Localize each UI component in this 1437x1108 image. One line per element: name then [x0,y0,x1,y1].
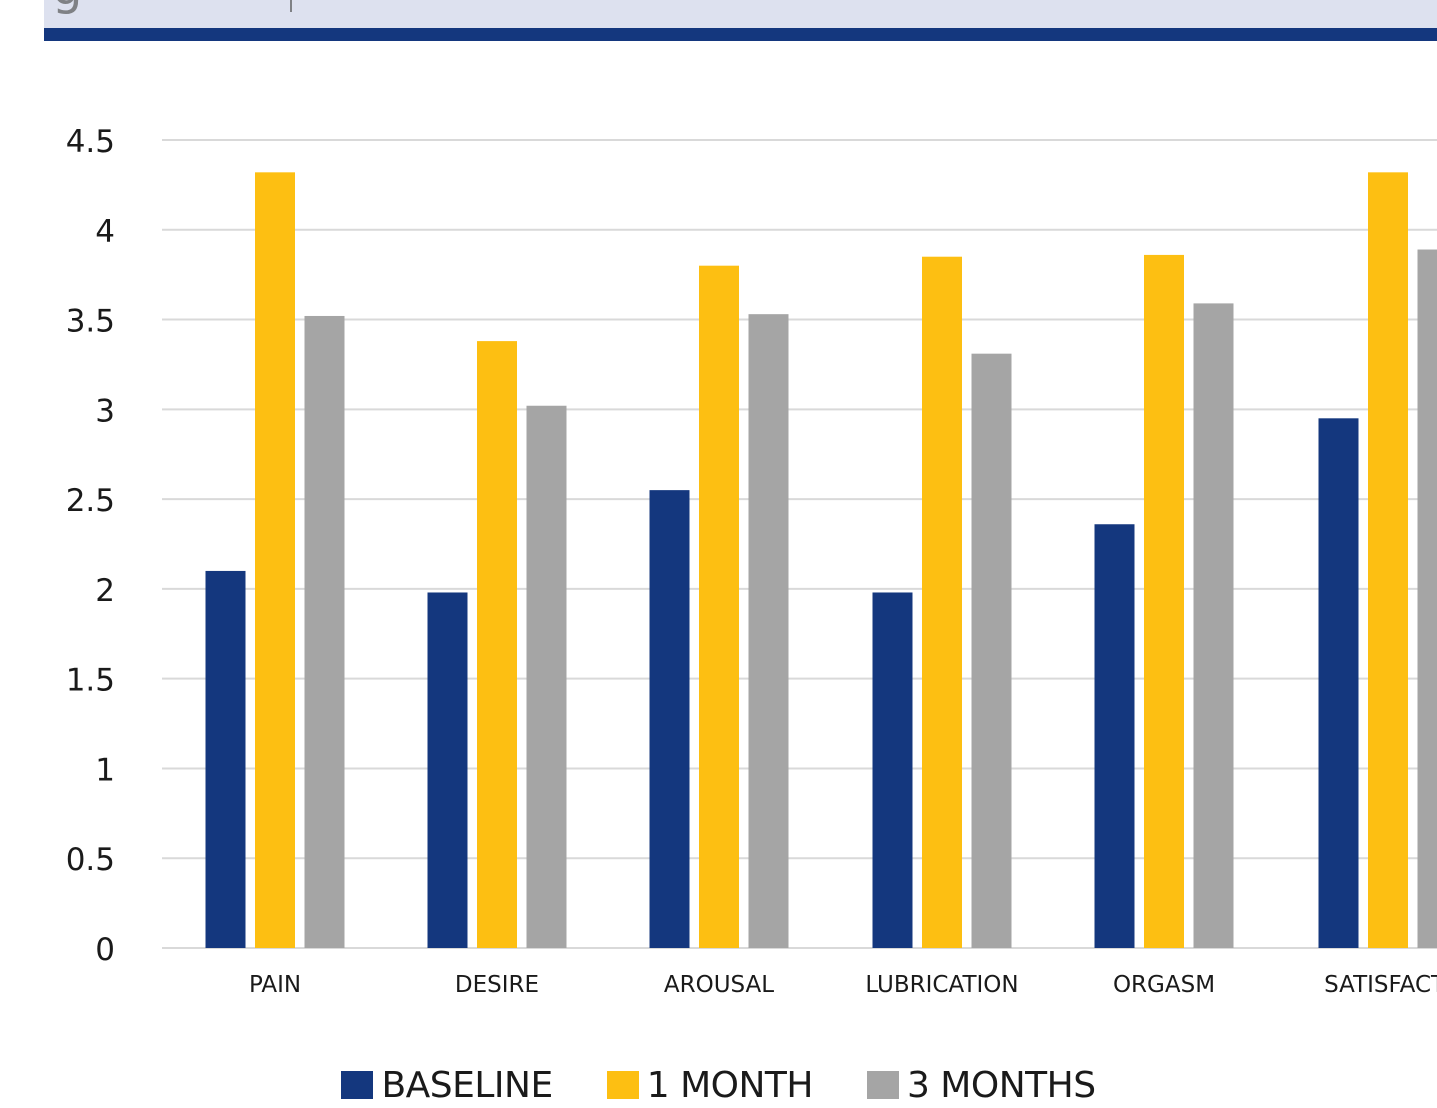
bar-baseline-lubrication [872,592,913,948]
y-tick-label: 0 [95,932,115,968]
bars [205,172,1437,949]
bar-baseline-desire [427,592,468,948]
bar-3-months-arousal [748,314,789,948]
bar-1-month-lubrication [922,256,962,948]
x-tick-label: LUBRICATION [865,972,1018,998]
y-tick-label: 3 [95,393,115,429]
bar-baseline-orgasm [1094,524,1135,948]
header-band [44,0,1437,28]
bar-1-month-arousal [699,265,739,948]
x-tick-label: DESIRE [455,972,539,998]
bar-1-month-desire [477,341,517,948]
y-tick-label: 4 [95,214,115,250]
legend-label: 3 MONTHS [906,1064,1096,1106]
legend-item-baseline: BASELINE [341,1064,553,1106]
bar-baseline-pain [205,570,246,948]
y-tick-label: 1 [95,752,115,788]
bar-3-months-satisfacti [1417,249,1437,949]
y-tick-label: 0.5 [66,842,115,878]
bar-3-months-pain [304,315,345,948]
bar-1-month-pain [255,172,295,948]
bar-chart: 0 0.5 1 1.5 2 2.5 3 3.5 4 4.5 PAIN DESIRE AROUSAL LU… [66,124,1437,998]
legend: BASELINE 1 MONTH 3 MONTHS [0,1062,1437,1108]
header-rule [44,28,1437,41]
y-axis-ticks: 0 0.5 1 1.5 2 2.5 3 3.5 4 4.5 [66,124,115,968]
x-tick-label: AROUSAL [664,972,774,998]
header-title-fragment: g [52,0,82,12]
legend-item-1-month: 1 MONTH [606,1064,814,1106]
y-tick-label: 2 [95,573,115,609]
legend-label: 1 MONTH [646,1064,814,1106]
bar-baseline-satisfacti [1318,418,1359,948]
legend-label: BASELINE [381,1064,553,1106]
x-axis-ticks: PAIN DESIRE AROUSAL LUBRICATION ORGASM SATISF… [249,972,1437,998]
header-separator [290,0,292,12]
x-tick-label: PAIN [249,972,301,998]
legend-swatch [341,1071,374,1099]
x-tick-label: ORGASM [1113,972,1215,998]
bar-3-months-orgasm [1193,303,1234,948]
bar-1-month-satisfacti [1368,172,1408,948]
y-tick-label: 2.5 [66,483,115,519]
gridlines [162,139,1437,949]
bar-3-months-desire [526,405,567,949]
bar-1-month-orgasm [1144,254,1184,949]
legend-item-3-months: 3 MONTHS [866,1064,1096,1106]
y-tick-label: 1.5 [66,663,115,699]
y-tick-label: 4.5 [66,124,115,160]
bar-3-months-lubrication [971,353,1012,948]
x-tick-label: SATISFACTI [1324,972,1437,998]
legend-swatch [866,1071,899,1099]
legend-swatch [606,1071,639,1099]
y-tick-label: 3.5 [66,304,115,340]
bar-baseline-arousal [649,490,690,948]
